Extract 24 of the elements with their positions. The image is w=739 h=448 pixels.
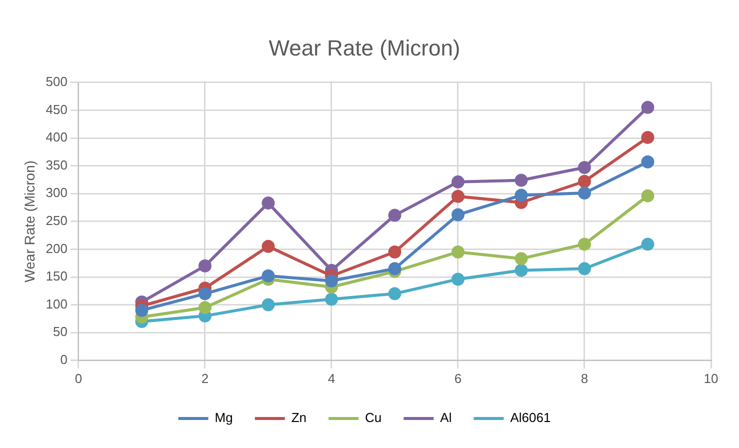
y-tick-label: 350 (46, 157, 68, 172)
y-tick-label: 50 (53, 324, 68, 340)
legend-label: Cu (365, 410, 382, 426)
legend-label: Zn (291, 410, 307, 426)
x-tick-label: 8 (580, 370, 588, 386)
y-tick-label: 0 (60, 352, 68, 367)
y-tick-label: 250 (46, 212, 68, 228)
x-tick-label: 6 (454, 370, 462, 386)
x-tick-label: 4 (328, 370, 336, 386)
y-tick-label: 100 (46, 296, 68, 312)
x-tick-label: 10 (704, 370, 718, 386)
y-tick-label: 150 (46, 268, 68, 284)
y-tick-label: 450 (46, 102, 68, 117)
y-tick-label: 500 (46, 74, 68, 89)
x-tick-label: 0 (74, 370, 82, 386)
legend-label: Mg (214, 410, 233, 426)
y-tick-label: 300 (46, 185, 68, 200)
legend-label: Al6061 (510, 410, 551, 426)
y-tick-label: 200 (46, 240, 68, 256)
y-tick-label: 400 (46, 130, 68, 145)
chart-title: Wear Rate (Micron) (268, 35, 460, 60)
x-tick-label: 2 (201, 370, 209, 386)
y-axis-title: Wear Rate (Micron) (21, 160, 38, 282)
legend-label: Al (440, 410, 452, 426)
